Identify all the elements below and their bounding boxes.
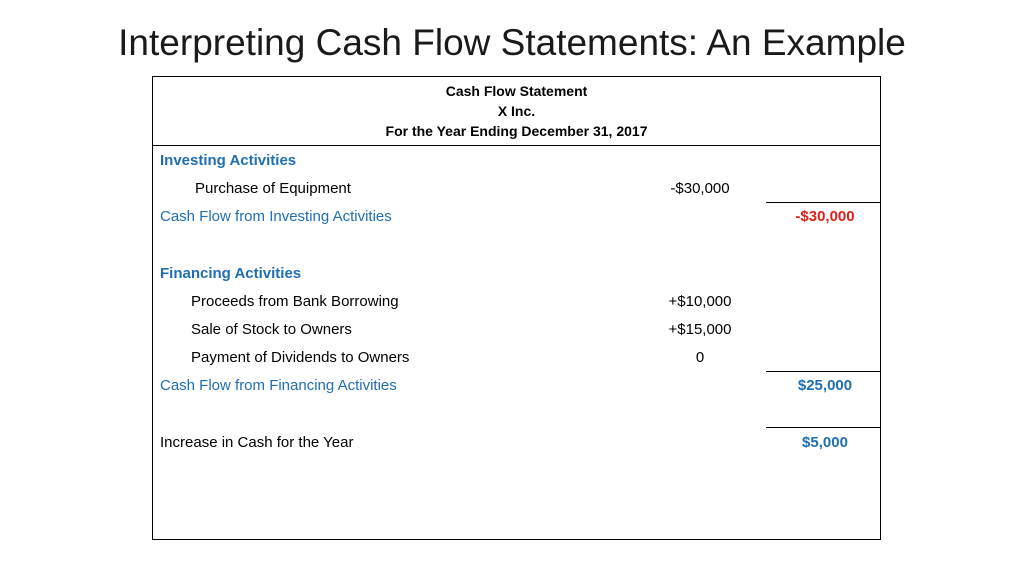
increase-rule — [766, 427, 881, 428]
statement-period: For the Year Ending December 31, 2017 — [385, 123, 648, 139]
statement-title: Cash Flow Statement — [445, 83, 588, 99]
investing-total-value: -$30,000 — [795, 208, 855, 225]
financing-item-amount: +$10,000 — [668, 293, 732, 310]
slide-title: Interpreting Cash Flow Statements: An Ex… — [118, 22, 906, 63]
investing-item-amount: -$30,000 — [670, 180, 730, 197]
financing-item-label: Proceeds from Bank Borrowing — [191, 293, 399, 310]
company-name: X Inc. — [497, 103, 536, 119]
investing-heading: Investing Activities — [160, 152, 297, 169]
investing-total-label: Cash Flow from Investing Activities — [160, 208, 392, 225]
cash-flow-statement-table: Cash Flow Statement X Inc. For the Year … — [152, 76, 881, 540]
financing-item-label: Sale of Stock to Owners — [191, 321, 352, 338]
financing-item-label: Payment of Dividends to Owners — [191, 349, 410, 366]
financing-total-value: $25,000 — [797, 377, 853, 394]
increase-label: Increase in Cash for the Year — [160, 434, 354, 451]
financing-heading: Financing Activities — [160, 265, 302, 282]
financing-item-amount: +$15,000 — [668, 321, 732, 338]
header-divider — [153, 145, 880, 146]
financing-subtotal-rule — [766, 371, 881, 372]
financing-item-amount: 0 — [695, 349, 705, 366]
financing-total-label: Cash Flow from Financing Activities — [160, 377, 397, 394]
investing-item-label: Purchase of Equipment — [195, 180, 351, 197]
increase-value: $5,000 — [802, 434, 848, 451]
investing-subtotal-rule — [766, 202, 881, 203]
